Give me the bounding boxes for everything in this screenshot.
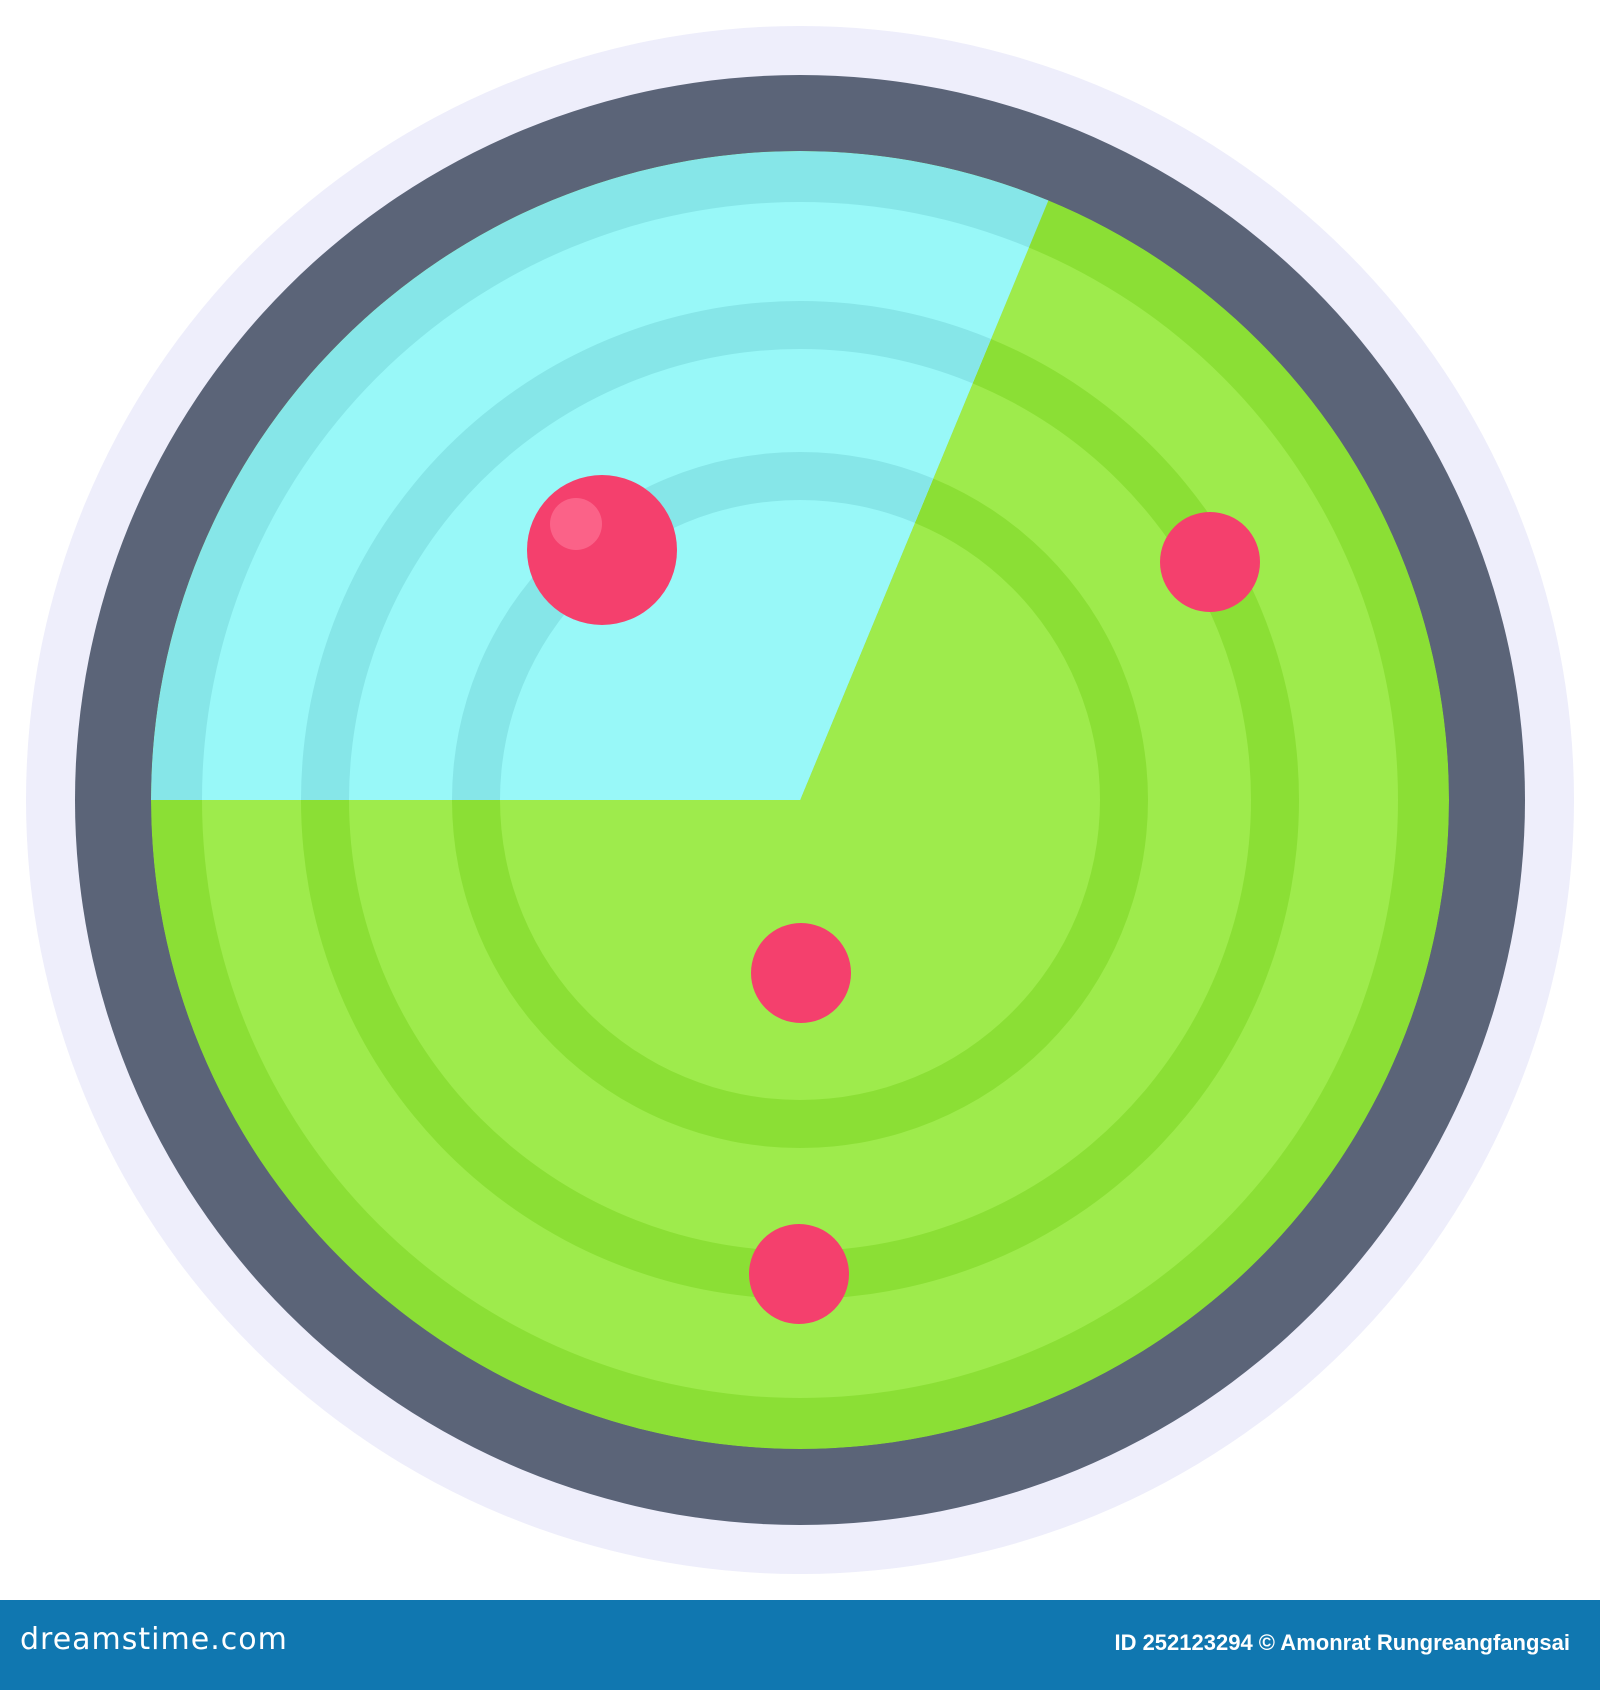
radar-illustration (26, 26, 1574, 1574)
blip (749, 1224, 849, 1324)
radar-screen (151, 151, 1449, 1449)
blip (527, 475, 677, 625)
blips (527, 475, 1260, 1324)
dreamstime-logo: dreamstime.com (20, 1622, 288, 1657)
blip (751, 923, 851, 1023)
blip (1160, 512, 1260, 612)
blip-highlight (550, 498, 602, 550)
image-credit: ID 252123294 © Amonrat Rungreangfangsai (1114, 1630, 1570, 1655)
watermark-footer: dreamstime.com ID 252123294 © Amonrat Ru… (0, 1600, 1600, 1690)
